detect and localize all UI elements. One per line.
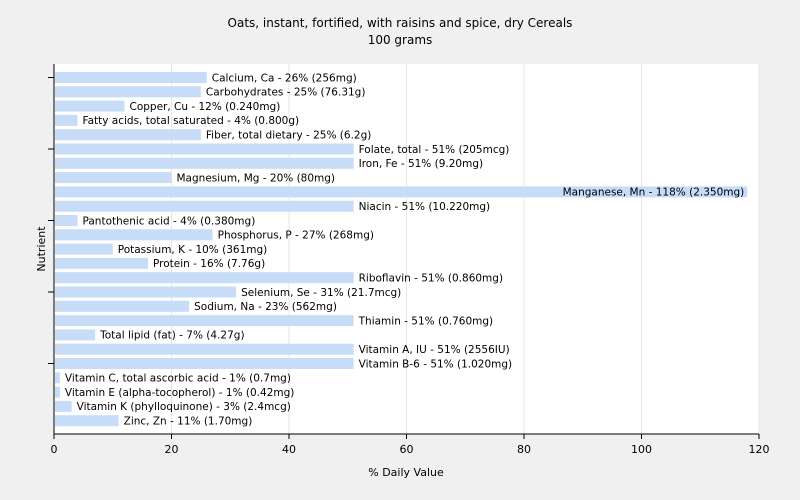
bar-label: Protein - 16% (7.76g) <box>153 258 265 270</box>
bar <box>55 343 354 355</box>
bar <box>55 157 354 169</box>
bar-label: Riboflavin - 51% (0.860mg) <box>359 273 503 285</box>
bar <box>55 72 207 83</box>
bar <box>55 172 172 184</box>
bar <box>55 358 354 369</box>
x-axis-label: % Daily Value <box>368 466 444 479</box>
x-tick-label-80: 80 <box>517 443 531 456</box>
bar <box>55 257 148 269</box>
chart-subtitle: 100 grams <box>368 33 433 47</box>
bar-label: Selenium, Se - 31% (21.7mcg) <box>241 287 401 299</box>
bar <box>55 129 201 141</box>
y-ticks <box>48 77 54 364</box>
bar <box>55 243 113 255</box>
y-axis-label: Nutrient <box>35 226 48 272</box>
bar-label: Total lipid (fat) - 7% (4.27g) <box>99 330 244 342</box>
bar <box>55 114 78 126</box>
bar <box>55 415 119 427</box>
bar-label: Fatty acids, total saturated - 4% (0.800… <box>83 115 300 127</box>
bars-group <box>55 72 748 427</box>
bar-label: Carbohydrates - 25% (76.31g) <box>206 87 366 99</box>
bar <box>55 386 60 398</box>
bar-label: Magnesium, Mg - 20% (80mg) <box>177 172 336 184</box>
bar-label: Thiamin - 51% (0.760mg) <box>358 315 494 327</box>
x-tick-label-100: 100 <box>631 443 652 456</box>
bar-label: Folate, total - 51% (205mcg) <box>359 144 510 156</box>
bar-label: Potassium, K - 10% (361mg) <box>118 244 268 256</box>
bar <box>55 100 125 112</box>
bar-label: Iron, Fe - 51% (9.20mg) <box>359 158 483 170</box>
bar-label: Vitamin K (phylloquinone) - 3% (2.4mcg) <box>77 401 291 413</box>
bar-label: Calcium, Ca - 26% (256mg) <box>212 72 357 84</box>
bar <box>55 229 213 241</box>
gridlines <box>171 64 760 434</box>
bar-label: Fiber, total dietary - 25% (6.2g) <box>206 130 371 142</box>
bar <box>55 186 748 198</box>
bar <box>55 400 72 412</box>
x-tick-label-40: 40 <box>282 443 296 456</box>
x-tick-label-120: 120 <box>749 443 770 456</box>
bar-label: Vitamin A, IU - 51% (2556IU) <box>359 344 510 356</box>
bar <box>55 215 78 226</box>
x-ticks: 0 20 40 60 80 100 120 <box>51 434 770 456</box>
bar-labels-group: Calcium, Ca - 26% (256mg) Carbohydrates -… <box>65 72 744 427</box>
bar <box>55 200 354 212</box>
bar <box>55 86 201 98</box>
bar <box>55 329 96 341</box>
bar-label: Zinc, Zn - 11% (1.70mg) <box>124 416 253 428</box>
bar-label: Vitamin B-6 - 51% (1.020mg) <box>359 358 513 370</box>
x-tick-label-60: 60 <box>400 443 414 456</box>
bar <box>55 286 237 298</box>
chart-title: Oats, instant, fortified, with raisins a… <box>228 16 573 30</box>
bar-label: Vitamin C, total ascorbic acid - 1% (0.7… <box>65 373 291 385</box>
bar-label: Pantothenic acid - 4% (0.380mg) <box>83 215 256 227</box>
x-tick-label-0: 0 <box>51 443 58 456</box>
bar <box>55 143 354 155</box>
bar <box>55 300 190 312</box>
bar-label: Manganese, Mn - 118% (2.350mg) <box>563 187 745 199</box>
bar <box>55 315 354 327</box>
bar-label: Sodium, Na - 23% (562mg) <box>194 301 337 313</box>
bar-label: Vitamin E (alpha-tocopherol) - 1% (0.42m… <box>65 387 295 399</box>
bar-label: Copper, Cu - 12% (0.240mg) <box>130 101 281 113</box>
x-tick-label-20: 20 <box>165 443 179 456</box>
bar-label: Phosphorus, P - 27% (268mg) <box>218 230 374 242</box>
bar <box>55 272 354 284</box>
bar <box>55 372 60 384</box>
bar-label: Niacin - 51% (10.220mg) <box>359 201 491 213</box>
